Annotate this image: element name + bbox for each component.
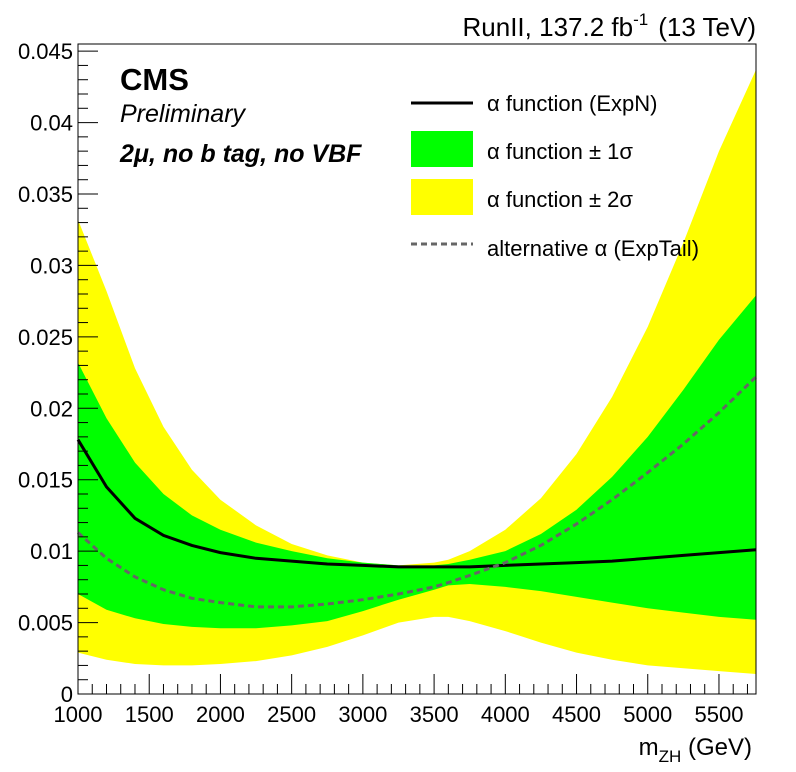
legend-label-expn: α function (ExpN) [487, 91, 657, 116]
y-tick-label: 0.025 [18, 325, 73, 350]
y-tick-label: 0.02 [30, 396, 73, 421]
legend-swatch-1sigma [411, 131, 473, 167]
x-tick-label: 1500 [125, 702, 174, 727]
x-tick-label: 4000 [481, 702, 530, 727]
status-label: Preliminary [120, 100, 247, 128]
luminosity-header: RunII, 137.2 fb-1 (13 TeV) [463, 10, 756, 42]
data-series [76, 375, 758, 609]
x-tick-label: 3500 [410, 702, 459, 727]
y-tick-label: 0.04 [30, 111, 73, 136]
run-label: RunII, 137.2 fb [463, 12, 634, 42]
y-tick-label: 0.015 [18, 468, 73, 493]
legend-label-exptail: alternative α (ExpTail) [487, 236, 699, 261]
legend: α function (ExpN) α function ± 1σ α func… [411, 91, 699, 261]
y-tick-label: 0.045 [18, 39, 73, 64]
x-tick-label: 1000 [54, 702, 103, 727]
energy-label: (13 TeV) [658, 12, 756, 42]
legend-label-2sigma: α function ± 2σ [487, 187, 633, 212]
category-label: 2μ, no b tag, no VBF [119, 140, 362, 168]
legend-label-1sigma: α function ± 1σ [487, 139, 633, 164]
y-tick-label: 0.01 [30, 539, 73, 564]
experiment-label: CMS [120, 62, 189, 97]
x-tick-label: 3000 [338, 702, 387, 727]
axis-ticks [77, 50, 748, 695]
y-tick-label: 0 [61, 682, 73, 707]
x-tick-label: 5500 [694, 702, 743, 727]
legend-swatch-2sigma [411, 179, 473, 215]
y-tick-label: 0.005 [18, 611, 73, 636]
band-1sigma [78, 295, 756, 629]
x-tick-label: 2500 [267, 702, 316, 727]
x-axis-title-sub: ZH [659, 747, 682, 766]
y-tick-label: 0.035 [18, 182, 73, 207]
x-tick-label: 2000 [196, 702, 245, 727]
axis-tick-labels: 1000 1500 2000 2500 3000 3500 4000 4500 5000 5500… [18, 39, 744, 727]
lumi-exponent: -1 [633, 10, 648, 29]
y-tick-label: 0.03 [30, 253, 73, 278]
uncertainty-bands [78, 69, 756, 674]
x-axis-title: mZH (GeV) [639, 734, 752, 766]
x-axis-title-unit: (GeV) [681, 734, 752, 761]
series-line-expn [76, 438, 757, 569]
plot-frame [77, 43, 757, 695]
x-tick-label: 4500 [552, 702, 601, 727]
x-tick-label: 5000 [623, 702, 672, 727]
x-axis-title-main: m [639, 734, 659, 761]
